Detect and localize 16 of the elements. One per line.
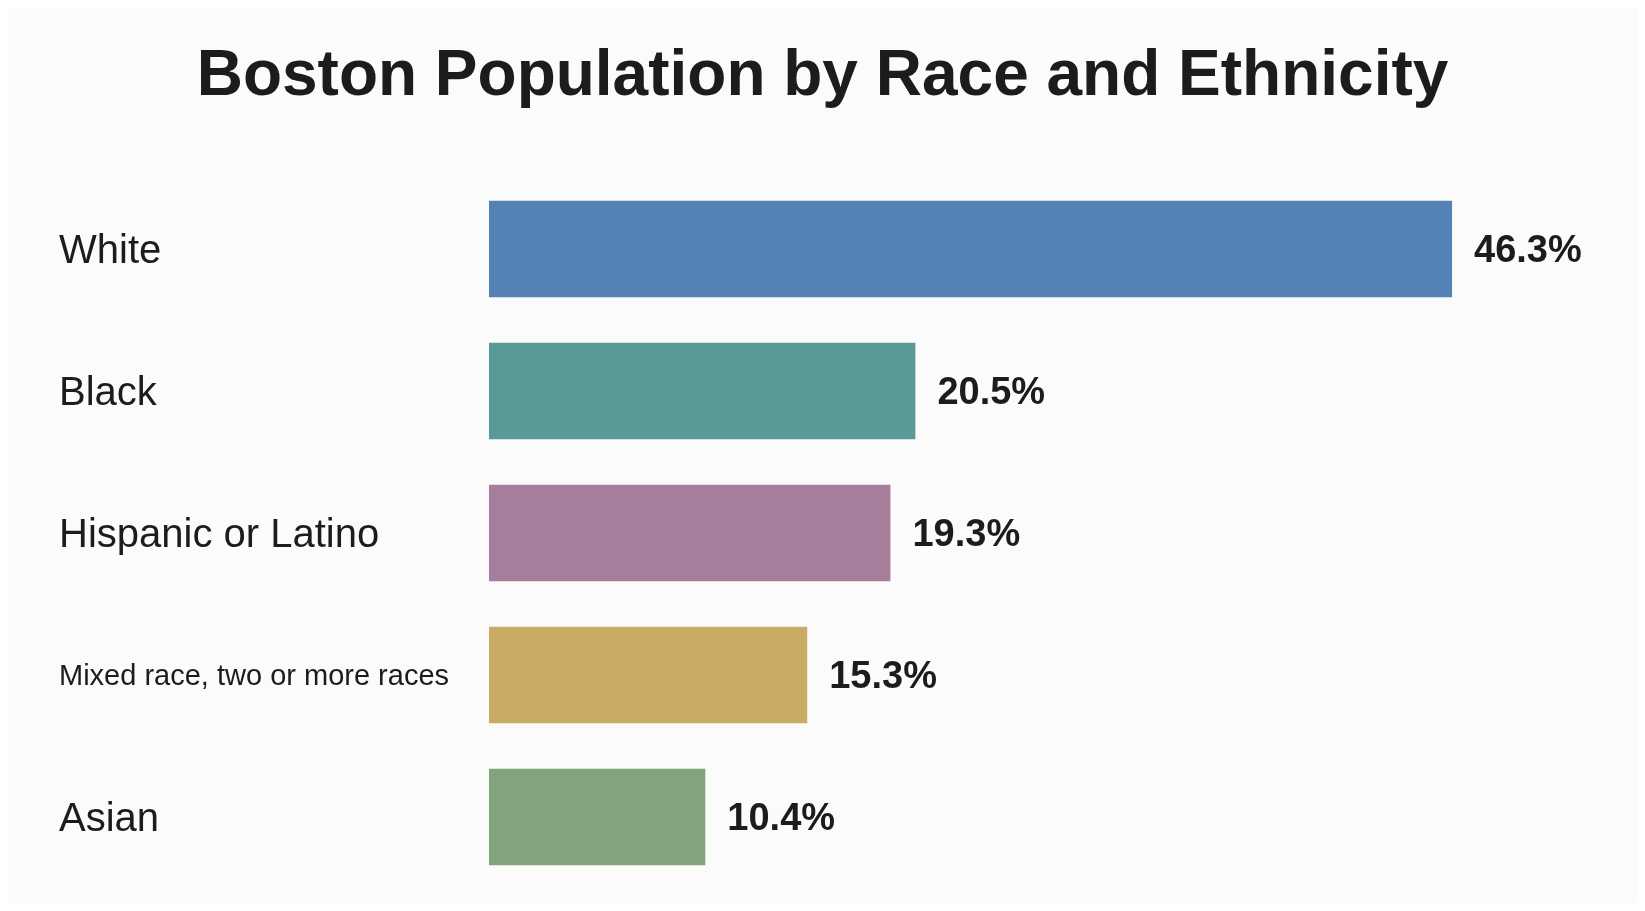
bar — [489, 200, 1453, 298]
bar — [489, 484, 891, 582]
y-tick-label: Black — [59, 369, 158, 413]
data-label: 46.3% — [1474, 228, 1582, 270]
y-tick-label: Mixed race, two or more races — [59, 659, 450, 691]
data-label: 10.4% — [727, 796, 836, 838]
data-label: 15.3% — [829, 654, 937, 696]
bar — [489, 768, 706, 866]
data-label: 20.5% — [937, 370, 1046, 412]
y-tick-label: Asian — [59, 795, 160, 839]
chart-title: Boston Population by Race and Ethnicity — [196, 37, 1449, 109]
y-tick-label: White — [59, 227, 162, 271]
data-label: 19.3% — [912, 512, 1021, 554]
y-tick-label: Hispanic or Latino — [59, 511, 380, 555]
bar — [489, 342, 916, 440]
bar — [489, 626, 808, 724]
